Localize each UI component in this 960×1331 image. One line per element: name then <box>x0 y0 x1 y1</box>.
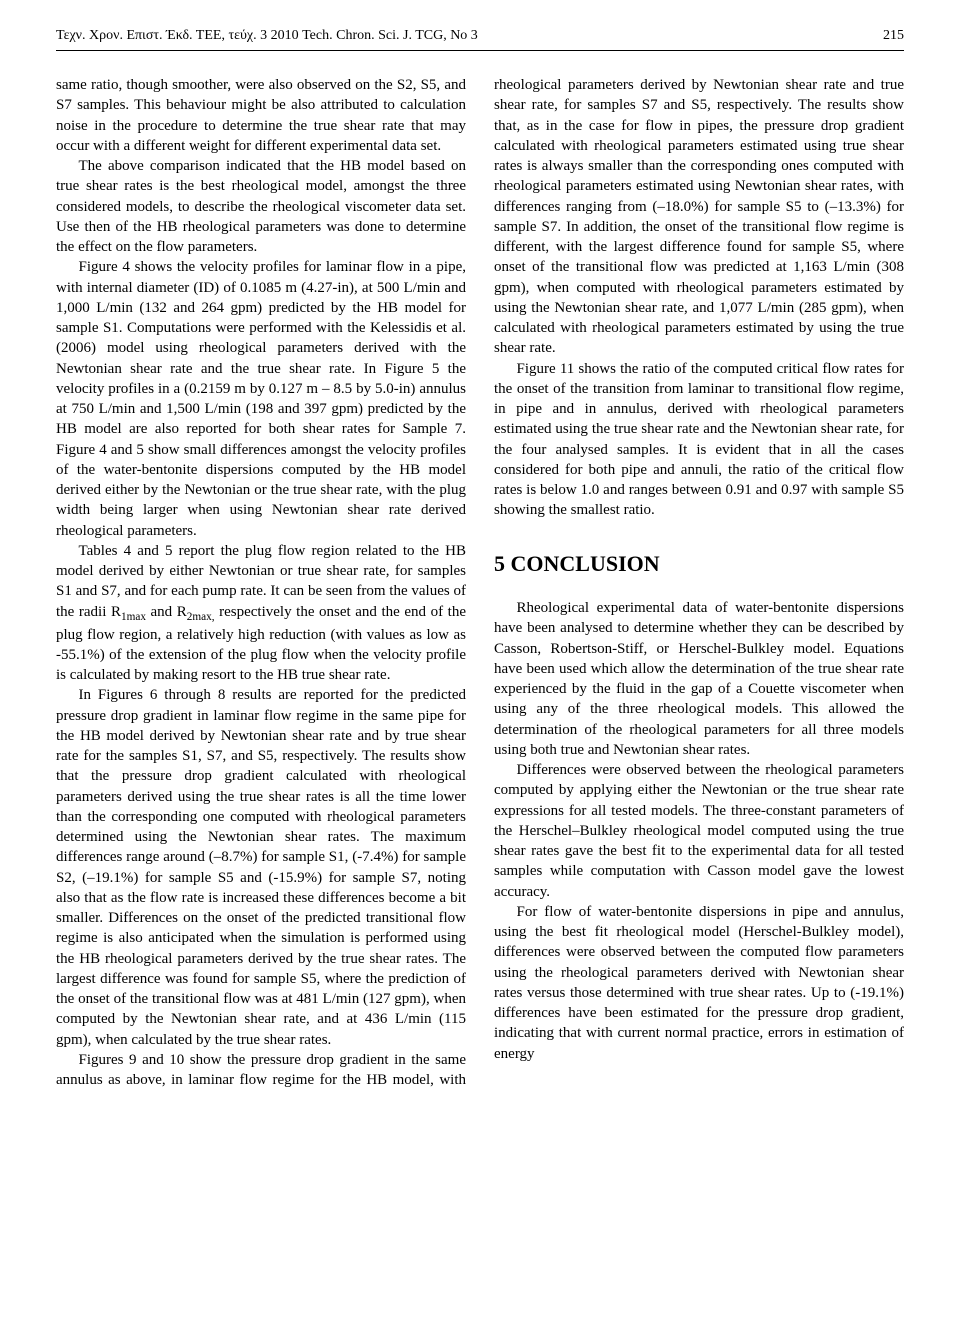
section-heading-conclusion: 5 CONCLUSION <box>494 549 904 579</box>
paragraph: In Figures 6 through 8 results are repor… <box>56 685 466 1050</box>
paragraph: Figure 11 shows the ratio of the compute… <box>494 359 904 521</box>
paragraph: For flow of water-bentonite dispersions … <box>494 902 904 1064</box>
subscript: 2max, <box>187 611 215 623</box>
paragraph: Differences were observed between the rh… <box>494 760 904 902</box>
header-page-number: 215 <box>883 28 904 44</box>
body-text: same ratio, though smoother, were also o… <box>56 75 904 1090</box>
subscript: 1max <box>121 611 146 623</box>
page-header: Τεχν. Χρον. Επιστ. Έκδ. ΤΕΕ, τεύχ. 3 201… <box>56 28 904 51</box>
paragraph: Tables 4 and 5 report the plug flow regi… <box>56 541 466 686</box>
paragraph: The above comparison indicated that the … <box>56 156 466 257</box>
paragraph: Rheological experimental data of water-b… <box>494 598 904 760</box>
header-journal: Τεχν. Χρον. Επιστ. Έκδ. ΤΕΕ, τεύχ. 3 201… <box>56 28 478 44</box>
text-run: and R <box>146 604 187 620</box>
paragraph: same ratio, though smoother, were also o… <box>56 75 466 156</box>
paragraph: Figure 4 shows the velocity profiles for… <box>56 257 466 541</box>
